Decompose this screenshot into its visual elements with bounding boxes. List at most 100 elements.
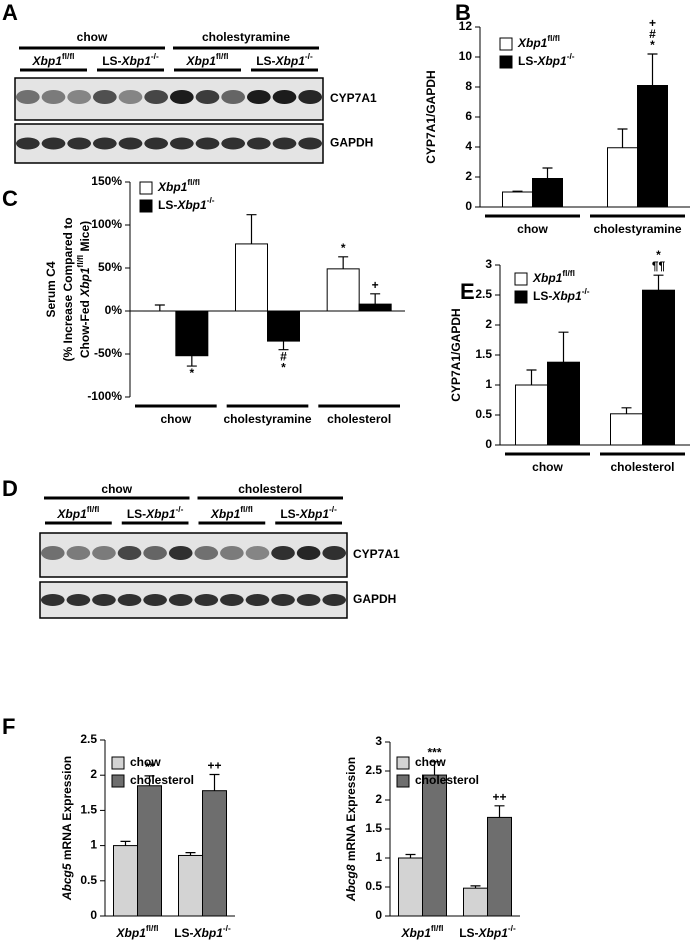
y-tick-label: 0.5	[365, 879, 382, 893]
band	[246, 90, 271, 104]
band	[117, 594, 142, 606]
band	[15, 137, 40, 150]
error-bar	[405, 853, 416, 858]
y-tick-label: 1	[90, 838, 97, 852]
error-bar	[526, 369, 537, 385]
panel-letter: F	[2, 714, 15, 739]
error-bar	[617, 128, 628, 148]
error-bar	[144, 775, 155, 786]
band	[41, 90, 66, 104]
bar	[398, 857, 423, 917]
legend-label: cholesterol	[415, 773, 479, 787]
band	[220, 546, 244, 560]
band	[195, 137, 220, 150]
y-tick-label: 2.5	[80, 732, 97, 746]
error-bar	[653, 274, 664, 291]
bar	[422, 774, 447, 917]
band	[66, 546, 91, 560]
bar	[642, 289, 675, 446]
band	[271, 546, 295, 560]
band	[322, 546, 347, 560]
x-tick-label: Xbp1fl/fl	[401, 923, 444, 940]
annotation: #	[649, 27, 656, 41]
band	[92, 137, 117, 150]
x-tick-label: cholesterol	[327, 412, 391, 426]
band	[118, 137, 143, 150]
y-tick-label: 2.5	[365, 763, 382, 777]
legend-swatch	[514, 290, 528, 304]
band	[169, 90, 194, 104]
x-tick-label: LS-Xbp1-/-	[174, 923, 231, 940]
y-tick-label: 0.5	[80, 873, 97, 887]
bar	[487, 816, 512, 917]
y-axis-label: Abcg5 mRNA Expression	[60, 756, 74, 901]
y-tick-label: 1.5	[365, 821, 382, 835]
y-axis-label: Abcg8 mRNA Expression	[344, 757, 358, 902]
genotype-label: LS-Xbp1-/-	[102, 51, 159, 68]
bar	[178, 854, 203, 917]
bar	[637, 85, 668, 208]
x-tick-label: cholestyramine	[593, 222, 681, 236]
band	[322, 594, 347, 606]
band	[298, 90, 323, 104]
panel-letter: A	[2, 0, 18, 25]
band	[92, 594, 116, 606]
bar	[175, 310, 209, 357]
band	[92, 90, 117, 104]
legend-label: Xbp1fl/fl	[532, 268, 575, 285]
group-label: chow	[77, 30, 108, 44]
band	[143, 594, 167, 606]
band	[41, 137, 66, 150]
error-bar	[209, 773, 220, 791]
band	[168, 594, 193, 606]
band	[117, 546, 142, 560]
blot-box	[14, 77, 324, 121]
y-tick-label: 0%	[105, 303, 123, 317]
row-label: GAPDH	[353, 592, 396, 606]
error-bar	[120, 840, 131, 846]
annotation: +	[649, 16, 656, 30]
band	[67, 137, 92, 150]
error-bar	[621, 407, 632, 414]
legend-label: Xbp1fl/fl	[157, 177, 200, 194]
y-tick-label: 12	[459, 19, 473, 33]
band	[40, 594, 65, 606]
genotype-label: LS-Xbp1-/-	[127, 504, 184, 521]
y-tick-label: 4	[465, 139, 472, 153]
x-tick-label: Xbp1fl/fl	[116, 923, 159, 940]
x-tick-label: cholestyramine	[223, 412, 311, 426]
error-bar	[154, 304, 165, 311]
error-bar	[558, 331, 569, 363]
y-axis-label: (% Increase Compared to	[61, 217, 75, 361]
y-tick-label: 3	[375, 734, 382, 748]
group-label: chow	[101, 482, 132, 496]
y-axis-label: CYP7A1/GAPDH	[424, 70, 438, 163]
x-tick-label: chow	[532, 460, 563, 474]
x-tick-label: cholesterol	[610, 460, 674, 474]
band	[221, 90, 246, 104]
error-bar	[246, 214, 257, 244]
y-tick-label: 1	[485, 377, 492, 391]
legend-swatch	[111, 756, 125, 770]
band	[272, 90, 297, 104]
y-tick-label: 1.5	[80, 803, 97, 817]
error-bar	[429, 761, 440, 776]
y-tick-label: 150%	[91, 174, 122, 188]
band	[246, 137, 271, 150]
bar	[326, 268, 360, 312]
legend-swatch	[396, 774, 410, 788]
bar	[202, 790, 227, 917]
legend-swatch	[499, 37, 513, 51]
band	[220, 594, 244, 606]
y-tick-label: 0	[485, 437, 492, 451]
band	[118, 90, 143, 104]
x-tick-label: LS-Xbp1-/-	[459, 923, 516, 940]
band	[40, 546, 65, 560]
blot-box	[14, 123, 324, 164]
genotype-label: LS-Xbp1-/-	[280, 504, 337, 521]
panel-letter: E	[460, 279, 475, 304]
error-bar	[494, 805, 505, 818]
band	[66, 594, 91, 606]
band	[194, 546, 219, 560]
y-tick-label: 0	[90, 908, 97, 922]
